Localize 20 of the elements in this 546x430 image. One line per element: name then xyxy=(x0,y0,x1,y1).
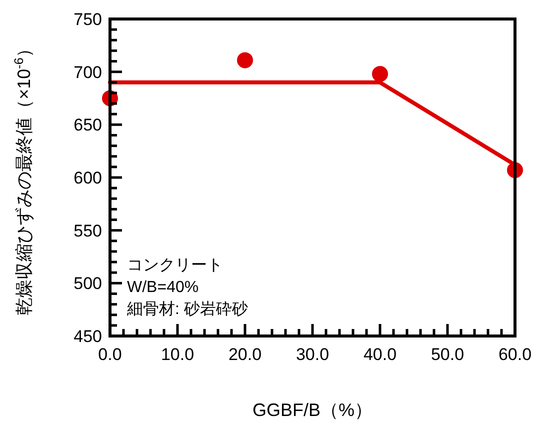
y-tick-label: 650 xyxy=(74,116,102,135)
x-tick-label: 40.0 xyxy=(363,345,397,364)
annotation: コンクリート xyxy=(127,257,223,274)
x-tick-label: 0.0 xyxy=(98,345,122,364)
x-tick-label: 20.0 xyxy=(228,345,262,364)
y-tick-label: 500 xyxy=(74,274,102,294)
y-tick-label: 450 xyxy=(74,326,102,346)
annotation: W/B=40% xyxy=(127,279,199,296)
x-axis-title: GGBF/B（%） xyxy=(252,400,373,420)
y-tick-label: 700 xyxy=(74,62,102,82)
x-tick-label: 60.0 xyxy=(498,345,532,364)
x-tick-label: 50.0 xyxy=(430,345,464,364)
x-tick-label: 10.0 xyxy=(160,345,194,364)
y-tick-label: 600 xyxy=(74,168,102,188)
x-tick-label: 30.0 xyxy=(296,345,330,364)
y-tick-label: 550 xyxy=(74,221,102,240)
point xyxy=(237,52,253,68)
annotation: 細骨材: 砂岩砕砂 xyxy=(126,300,248,318)
point xyxy=(372,66,388,82)
y-tick-label: 750 xyxy=(74,10,102,29)
